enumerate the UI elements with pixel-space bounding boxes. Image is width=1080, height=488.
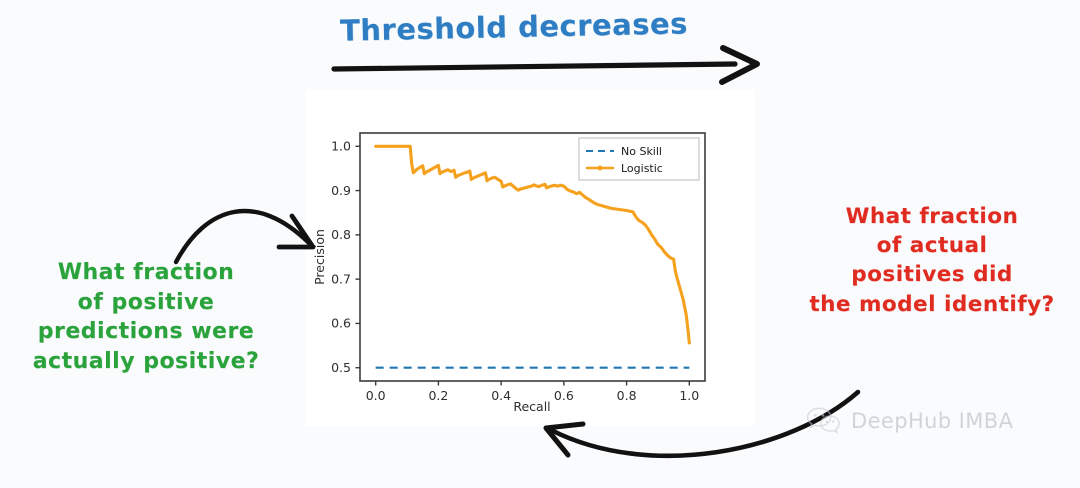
precision-recall-chart-card: 0.0 0.2 0.4 0.6 0.8 1.0 0.5 0.6 0.7 0.8 0.9 1.0 Re… xyxy=(305,89,755,426)
svg-text:0.5: 0.5 xyxy=(331,360,351,375)
y-axis-tick-labels: 0.5 0.6 0.7 0.8 0.9 1.0 xyxy=(331,139,351,375)
svg-text:0.2: 0.2 xyxy=(428,388,448,403)
svg-text:0.8: 0.8 xyxy=(617,388,637,403)
wechat-icon xyxy=(806,407,840,434)
legend-label-logistic: Logistic xyxy=(621,162,663,175)
svg-text:1.0: 1.0 xyxy=(331,139,351,154)
precision-recall-chart: 0.0 0.2 0.4 0.6 0.8 1.0 0.5 0.6 0.7 0.8 0.9 1.0 Re… xyxy=(312,132,706,414)
svg-text:0.7: 0.7 xyxy=(331,271,351,286)
x-axis-ticks xyxy=(374,381,691,386)
threshold-arrow xyxy=(331,45,760,85)
precision-question-label: What fraction of positive predictions we… xyxy=(32,260,260,375)
y-axis-ticks xyxy=(355,145,360,369)
svg-text:0.6: 0.6 xyxy=(554,388,574,403)
svg-text:0.4: 0.4 xyxy=(491,388,511,403)
legend-label-no-skill: No Skill xyxy=(621,145,662,158)
svg-text:1.0: 1.0 xyxy=(679,388,699,403)
recall-question-label: What fraction of actual positives did th… xyxy=(809,204,1055,317)
watermark: DeepHub IMBA xyxy=(806,406,1013,436)
svg-text:0.9: 0.9 xyxy=(331,183,351,198)
svg-text:0.6: 0.6 xyxy=(331,316,351,331)
series-logistic xyxy=(374,144,691,345)
svg-text:0.0: 0.0 xyxy=(366,388,386,403)
watermark-label: DeepHub IMBA xyxy=(851,409,1014,433)
threshold-decreases-label: Threshold decreases xyxy=(339,6,689,48)
x-axis-label: Recall xyxy=(513,399,550,414)
precision-arrow xyxy=(173,208,316,265)
legend-box xyxy=(578,137,700,181)
chart-legend: No Skill Logistic xyxy=(578,137,700,181)
svg-text:0.8: 0.8 xyxy=(331,227,351,242)
y-axis-label: Precision xyxy=(312,229,327,285)
legend-marker-logistic xyxy=(597,165,603,171)
